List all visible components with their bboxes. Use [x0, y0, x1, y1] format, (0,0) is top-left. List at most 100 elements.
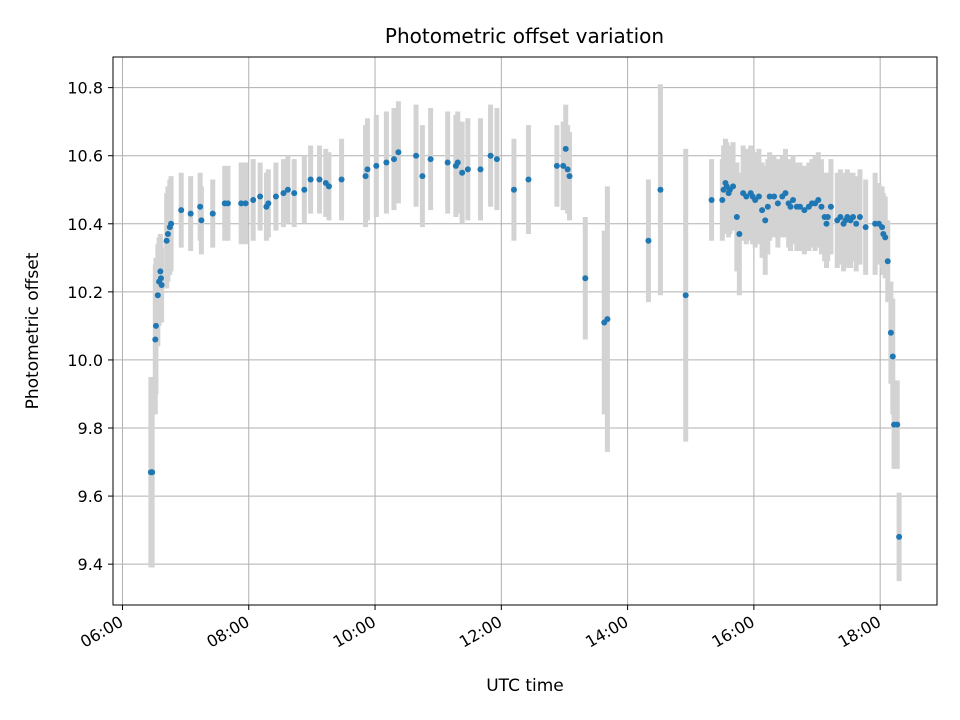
data-point — [325, 183, 332, 190]
y-tick-label: 10.0 — [67, 351, 103, 370]
data-point — [604, 316, 611, 323]
data-point — [796, 203, 803, 210]
data-point — [850, 213, 857, 220]
data-point — [736, 230, 743, 237]
data-point — [427, 156, 434, 163]
data-point — [759, 207, 766, 214]
data-point — [168, 220, 175, 227]
data-point — [815, 196, 822, 203]
data-point — [824, 213, 831, 220]
data-point — [250, 196, 257, 203]
data-point — [887, 329, 894, 336]
data-point — [771, 193, 778, 200]
data-point — [730, 183, 737, 190]
data-point — [525, 176, 532, 183]
data-point — [364, 166, 371, 173]
data-point — [790, 196, 797, 203]
data-points — [147, 145, 903, 540]
chart-title: Photometric offset variation — [385, 24, 664, 48]
data-point — [837, 213, 844, 220]
data-point — [801, 207, 808, 214]
data-point — [853, 220, 860, 227]
data-point — [373, 162, 380, 169]
data-point — [708, 196, 715, 203]
data-point — [762, 217, 769, 224]
data-point — [272, 193, 279, 200]
data-point — [879, 224, 886, 231]
data-point — [896, 533, 903, 540]
data-point — [395, 149, 402, 156]
data-point — [163, 237, 170, 244]
data-point — [454, 159, 461, 166]
y-tick-label: 9.6 — [78, 487, 103, 506]
data-point — [154, 292, 161, 299]
data-point — [884, 258, 891, 265]
data-point — [510, 186, 517, 193]
data-point — [209, 210, 216, 217]
data-point — [178, 207, 185, 214]
y-tick-label: 9.4 — [78, 555, 103, 574]
data-point — [894, 421, 901, 428]
data-point — [157, 275, 164, 282]
data-point — [444, 159, 451, 166]
data-point — [823, 220, 830, 227]
data-point — [280, 190, 287, 197]
data-point — [301, 186, 308, 193]
data-point — [152, 336, 159, 343]
y-tick-label: 10.6 — [67, 147, 103, 166]
data-point — [560, 162, 567, 169]
data-point — [487, 152, 494, 159]
y-tick-label: 9.8 — [78, 419, 103, 438]
y-axis: 9.4 9.6 9.8 10.0 10.2 10.4 10.6 10.8 — [67, 79, 113, 574]
data-point — [157, 268, 164, 275]
data-point — [827, 203, 834, 210]
data-point — [564, 166, 571, 173]
data-point — [419, 173, 426, 180]
data-point — [149, 469, 156, 476]
data-point — [307, 176, 314, 183]
data-point — [198, 217, 205, 224]
data-point — [242, 200, 249, 207]
data-point — [459, 169, 466, 176]
y-axis-title: Photometric offset — [23, 252, 43, 409]
data-point — [562, 145, 569, 152]
data-point — [338, 176, 345, 183]
data-point — [782, 190, 789, 197]
data-point — [493, 156, 500, 163]
data-point — [316, 176, 323, 183]
y-tick-label: 10.2 — [67, 283, 103, 302]
y-tick-label: 10.8 — [67, 79, 103, 98]
data-point — [164, 230, 171, 237]
y-tick-label: 10.4 — [67, 215, 103, 234]
data-point — [238, 200, 245, 207]
data-point — [413, 152, 420, 159]
plot-frame — [112, 56, 938, 606]
data-point — [774, 200, 781, 207]
data-point — [743, 193, 750, 200]
data-point — [787, 203, 794, 210]
data-point — [882, 234, 889, 241]
data-point — [464, 166, 471, 173]
data-point — [362, 173, 369, 180]
data-point — [645, 237, 652, 244]
data-point — [257, 193, 264, 200]
data-point — [818, 203, 825, 210]
data-point — [856, 213, 863, 220]
data-point — [477, 166, 484, 173]
x-axis-title: UTC time — [486, 676, 564, 696]
data-point — [390, 156, 397, 163]
data-point — [553, 162, 560, 169]
data-point — [566, 173, 573, 180]
data-point — [197, 203, 204, 210]
data-point — [383, 159, 390, 166]
data-point — [764, 203, 771, 210]
data-point — [733, 213, 740, 220]
data-point — [682, 292, 689, 299]
data-point — [187, 210, 194, 217]
data-point — [284, 186, 291, 193]
data-point — [719, 196, 726, 203]
data-point — [657, 186, 664, 193]
data-point — [582, 275, 589, 282]
data-point — [862, 224, 869, 231]
